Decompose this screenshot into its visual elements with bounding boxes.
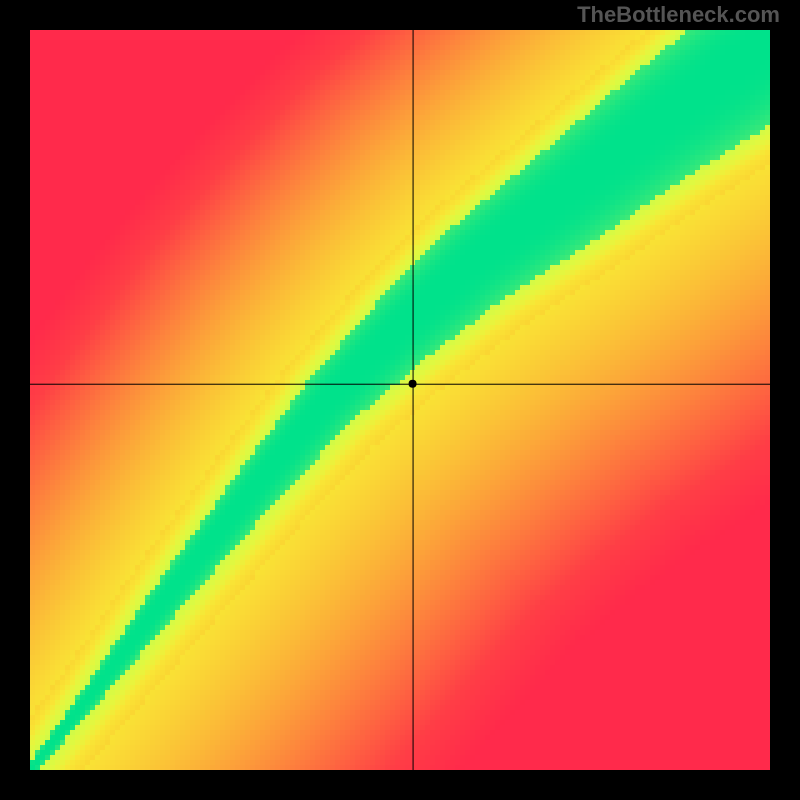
watermark-text: TheBottleneck.com: [577, 2, 780, 28]
overlay-canvas: [30, 30, 770, 770]
plot-area: [30, 30, 770, 770]
chart-container: TheBottleneck.com: [0, 0, 800, 800]
